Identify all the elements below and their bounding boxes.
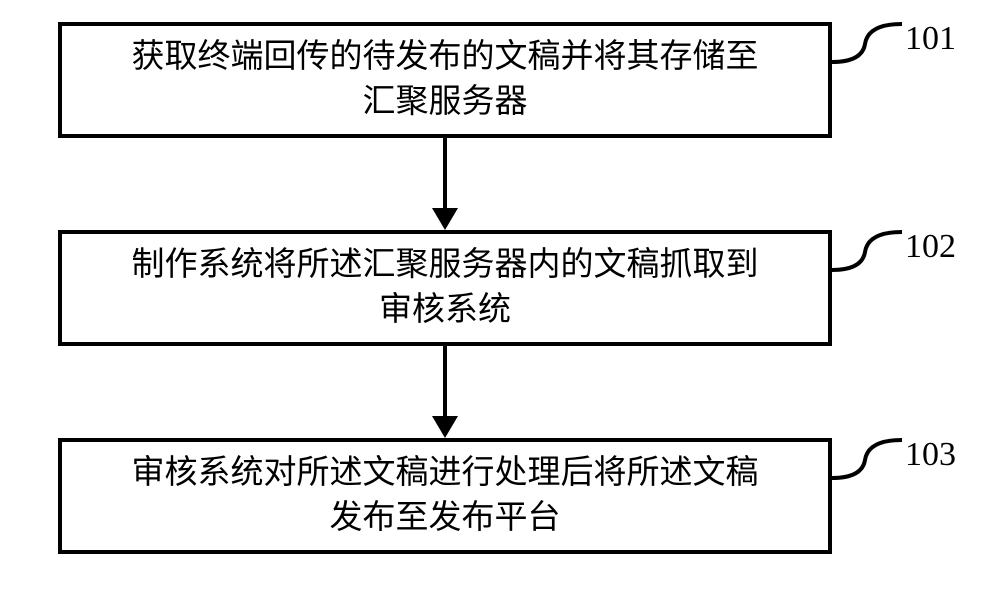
bracket-2 [832, 230, 902, 272]
flow-step-1-text: 获取终端回传的待发布的文稿并将其存储至 汇聚服务器 [132, 35, 759, 124]
arrow-2-3-head [432, 416, 458, 438]
flow-label-1: 101 [905, 20, 956, 58]
flow-step-1: 获取终端回传的待发布的文稿并将其存储至 汇聚服务器 [58, 22, 832, 138]
flow-step-3-text: 审核系统对所述文稿进行处理后将所述文稿 发布至发布平台 [132, 451, 759, 540]
flow-step-2: 制作系统将所述汇聚服务器内的文稿抓取到 审核系统 [58, 230, 832, 346]
flow-step-3-line1: 审核系统对所述文稿进行处理后将所述文稿 [132, 455, 759, 491]
bracket-3 [832, 438, 902, 480]
flowchart-canvas: 获取终端回传的待发布的文稿并将其存储至 汇聚服务器 101 制作系统将所述汇聚服… [0, 0, 1000, 599]
flow-step-1-line2: 汇聚服务器 [363, 84, 528, 120]
flow-step-3-line2: 发布至发布平台 [330, 500, 561, 536]
flow-step-2-line2: 审核系统 [379, 292, 511, 328]
flow-step-1-line1: 获取终端回传的待发布的文稿并将其存储至 [132, 39, 759, 75]
arrow-2-3-line [443, 346, 447, 416]
bracket-1 [832, 22, 902, 64]
flow-step-2-text: 制作系统将所述汇聚服务器内的文稿抓取到 审核系统 [132, 243, 759, 332]
flow-step-3: 审核系统对所述文稿进行处理后将所述文稿 发布至发布平台 [58, 438, 832, 554]
flow-label-3: 103 [905, 436, 956, 474]
arrow-1-2-head [432, 208, 458, 230]
flow-label-2: 102 [905, 228, 956, 266]
arrow-1-2-line [443, 138, 447, 208]
flow-step-2-line1: 制作系统将所述汇聚服务器内的文稿抓取到 [132, 247, 759, 283]
